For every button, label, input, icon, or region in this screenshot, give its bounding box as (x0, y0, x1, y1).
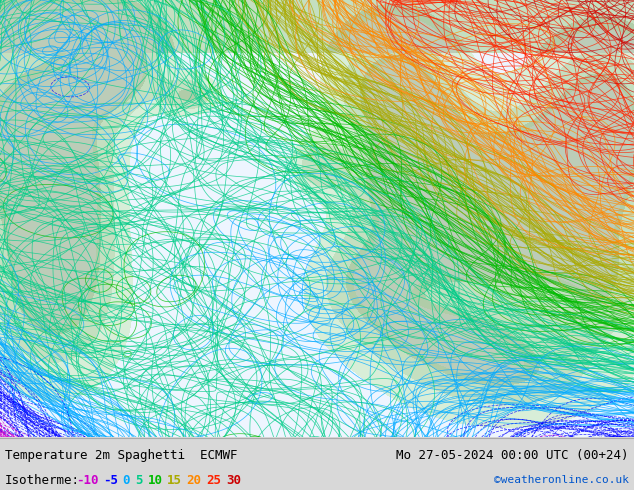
Text: 10: 10 (147, 474, 162, 487)
Text: 5: 5 (135, 474, 143, 487)
Text: -10: -10 (76, 474, 98, 487)
Text: Mo 27-05-2024 00:00 UTC (00+24): Mo 27-05-2024 00:00 UTC (00+24) (396, 449, 629, 462)
Text: 15: 15 (167, 474, 182, 487)
Text: 0: 0 (123, 474, 130, 487)
Text: 30: 30 (226, 474, 241, 487)
Text: ©weatheronline.co.uk: ©weatheronline.co.uk (494, 475, 629, 486)
Text: -5: -5 (103, 474, 118, 487)
Text: Temperature 2m Spaghetti  ECMWF: Temperature 2m Spaghetti ECMWF (5, 449, 238, 462)
Text: Isotherme:: Isotherme: (5, 474, 80, 487)
Text: 20: 20 (186, 474, 202, 487)
Text: 25: 25 (207, 474, 221, 487)
